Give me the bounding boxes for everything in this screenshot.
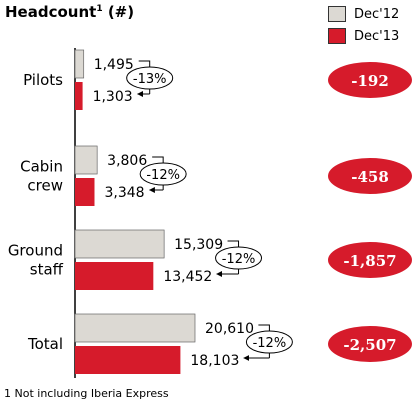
bar-dec13: [75, 346, 181, 374]
abs-change-label: -1,857: [343, 252, 396, 270]
bar-dec12: [74, 313, 196, 343]
bar-dec13: [75, 262, 154, 290]
abs-change-pill: [328, 158, 412, 194]
data-label-dec12: 3,806: [107, 153, 147, 169]
pct-change-bubble: [126, 66, 174, 90]
legend-item-dec12: Dec'12: [328, 6, 399, 22]
pct-change-label: -12%: [222, 252, 256, 267]
bar-dec12: [74, 49, 85, 79]
pct-change-label: -13%: [133, 72, 167, 87]
abs-change-label: -192: [351, 72, 389, 90]
data-label-dec12: 15,309: [174, 237, 223, 253]
legend-swatch-dec13: [328, 28, 346, 44]
data-label-dec13: 1,303: [93, 89, 133, 105]
pct-change-label: -12%: [146, 168, 180, 183]
category-label: Ground: [8, 242, 63, 260]
bar-dec12: [74, 145, 98, 175]
bar-dec13: [75, 82, 83, 110]
legend-swatch-dec12: [328, 6, 346, 22]
pct-change-bubble: [215, 246, 263, 270]
abs-change-pill: [328, 242, 412, 278]
abs-change-label: -458: [351, 168, 389, 186]
bar-dec13: [75, 178, 95, 206]
data-label-dec12: 20,610: [205, 321, 254, 337]
category-label: Total: [27, 335, 63, 353]
bar-dec12: [74, 229, 165, 259]
legend-label-dec13: Dec'13: [354, 28, 400, 44]
category-label: crew: [27, 177, 63, 195]
category-label: Pilots: [23, 71, 63, 89]
data-label-dec12: 1,495: [94, 57, 134, 73]
pct-change-label: -12%: [253, 336, 287, 351]
data-label-dec13: 3,348: [104, 185, 144, 201]
abs-change-label: -2,507: [343, 336, 396, 354]
legend-item-dec13: Dec'13: [328, 28, 399, 44]
category-label: staff: [30, 261, 64, 279]
category-label: Cabin: [20, 158, 63, 176]
pct-change-bubble: [139, 162, 187, 186]
abs-change-pill: [328, 326, 412, 362]
footnote: 1 Not including Iberia Express: [4, 387, 169, 400]
legend-label-dec12: Dec'12: [354, 6, 400, 22]
chart-title: Headcount1 (#): [5, 3, 134, 21]
title-footnote-mark: 1: [96, 4, 103, 14]
abs-change-pill: [328, 62, 412, 98]
data-label-dec13: 13,452: [163, 269, 212, 285]
title-text: Headcount: [5, 3, 97, 21]
data-label-dec13: 18,103: [190, 353, 239, 369]
title-unit: (#): [107, 3, 135, 21]
pct-change-bubble: [245, 330, 293, 354]
